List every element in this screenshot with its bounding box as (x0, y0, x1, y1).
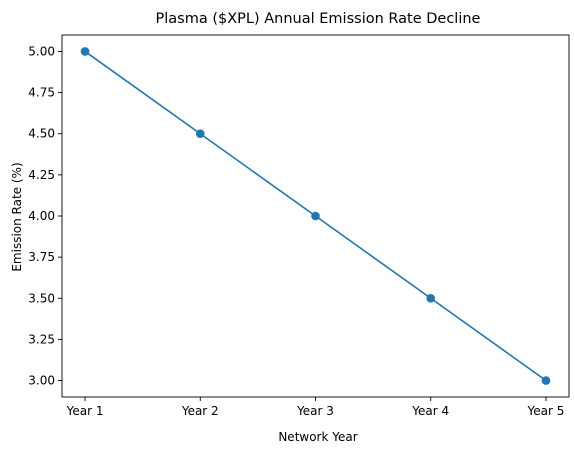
y-tick-label: 4.50 (28, 127, 55, 141)
y-tick-label: 3.50 (28, 291, 55, 305)
y-tick-label: 3.00 (28, 374, 55, 388)
data-point (80, 47, 90, 56)
y-tick-label: 5.00 (28, 44, 55, 58)
data-point (426, 293, 436, 303)
chart-title: Plasma ($XPL) Annual Emission Rate Decli… (156, 11, 481, 27)
x-tick-label: Year 1 (66, 404, 104, 418)
x-tick-label: Year 4 (411, 404, 449, 418)
series-layer (80, 47, 551, 385)
y-tick-label: 4.00 (28, 209, 55, 223)
y-tick-label: 3.25 (28, 332, 55, 346)
data-point (311, 211, 320, 221)
y-axis-ticks: 3.00 3.25 3.50 3.75 4.00 4.25 4.50 4.75 5.00 (28, 44, 62, 388)
data-point (541, 376, 551, 385)
x-axis-title: Network Year (278, 430, 357, 444)
x-tick-label: Year 3 (296, 404, 334, 418)
x-axis-ticks: Year 1 Year 2 Year 3 Year 4 Year 5 (66, 397, 565, 418)
y-axis-title: Emission Rate (%) (10, 162, 24, 271)
x-tick-label: Year 5 (527, 404, 565, 418)
y-tick-label: 3.75 (28, 250, 55, 264)
data-point (195, 129, 205, 139)
y-tick-label: 4.25 (28, 168, 55, 182)
y-tick-label: 4.75 (28, 86, 55, 100)
x-tick-label: Year 2 (181, 404, 219, 418)
